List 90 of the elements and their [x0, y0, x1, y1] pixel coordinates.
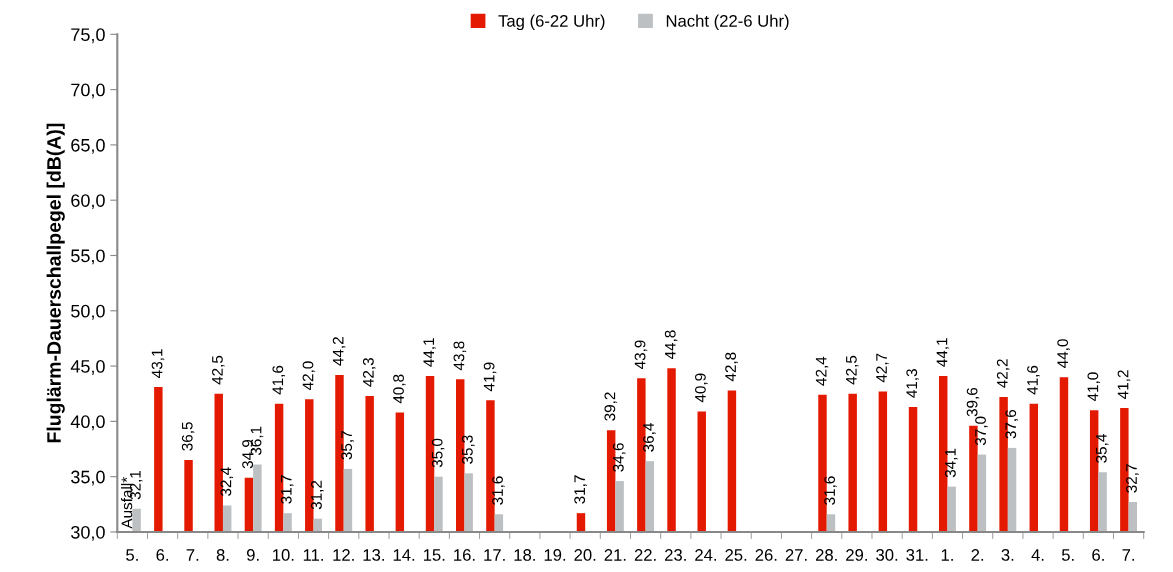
data-label: 42,5 [845, 355, 859, 385]
data-label: 42,7 [876, 353, 889, 383]
x-tick-label: 13. [363, 549, 384, 561]
data-label: 34,1 [944, 448, 958, 478]
x-tick-label: 29. [846, 549, 867, 561]
x-tick-label: 19. [544, 549, 566, 561]
data-label: 36,4 [643, 423, 656, 452]
y-axis-title: Fluglärm-Dauerschallpegel [dB(A)] [46, 123, 65, 443]
data-label: 44,8 [664, 330, 678, 360]
y-tick-label: 60,0 [71, 194, 105, 210]
data-label: 35,4 [1095, 434, 1109, 463]
y-tick-label: 65,0 [71, 138, 105, 154]
x-tick-label: 4. [1031, 549, 1044, 561]
y-tick-label: 40,0 [70, 415, 105, 431]
data-label: 42,4 [815, 356, 829, 386]
x-tick-label: 10. [273, 549, 294, 561]
data-label: 44,2 [332, 337, 346, 366]
data-label: 42,2 [996, 359, 1010, 388]
x-tick-label: 3. [1001, 549, 1014, 561]
data-label: 40,8 [393, 374, 406, 404]
data-label: 35,3 [461, 435, 475, 464]
x-tick-label: 17. [484, 549, 505, 561]
x-tick-label: 2. [971, 549, 984, 561]
data-label: 39,2 [604, 392, 618, 421]
data-label: 42,0 [302, 361, 316, 391]
x-tick-label: 14. [393, 549, 415, 561]
data-label: 34,6 [612, 443, 626, 472]
x-tick-label: 6. [156, 549, 169, 561]
data-label: 32,4 [220, 467, 234, 496]
x-tick-label: 9. [246, 549, 259, 561]
x-tick-label: 1. [941, 549, 953, 561]
data-label: 42,5 [212, 355, 225, 385]
data-label: 32,7 [1126, 464, 1139, 493]
data-label: 35,7 [341, 431, 354, 460]
x-tick-label: 16. [454, 549, 475, 561]
data-label: 43,1 [151, 349, 165, 378]
x-tick-label: 24. [695, 549, 717, 561]
data-label: 42,8 [725, 352, 738, 382]
data-label: 43,9 [634, 340, 648, 370]
data-label: 44,1 [423, 338, 436, 367]
x-tick-label: 7. [186, 549, 199, 561]
data-label: 36,5 [181, 422, 195, 451]
x-tick-label: 28. [815, 549, 837, 561]
x-tick-label: 30. [876, 549, 898, 561]
x-tick-label: 31. [906, 549, 928, 561]
data-label: 41,9 [483, 362, 497, 392]
y-tick-label: 70,0 [71, 83, 105, 99]
x-tick-label: 20. [574, 549, 596, 561]
data-label: 41,6 [272, 365, 286, 395]
x-tick-label: 5. [126, 549, 138, 561]
x-tick-label: 21. [604, 549, 626, 561]
legend-label: Tag (6-22 Uhr) [498, 14, 605, 31]
x-tick-label: 25. [725, 549, 747, 561]
x-tick-label: 26. [755, 549, 777, 561]
data-label: 31,7 [280, 475, 294, 504]
data-label: 44,1 [936, 338, 950, 367]
y-tick-label: 35,0 [71, 470, 105, 486]
data-label: 31,7 [574, 475, 587, 504]
x-tick-label: 23. [665, 549, 686, 561]
data-label: 41,6 [1027, 365, 1040, 395]
data-label: 43,8 [453, 341, 467, 371]
data-label: 31,6 [492, 476, 505, 505]
data-label: 31,2 [311, 480, 324, 510]
data-label: 31,6 [824, 476, 837, 505]
x-tick-label: 27. [785, 549, 807, 561]
data-label: 41,0 [1087, 372, 1101, 402]
data-label: 44,0 [1057, 339, 1070, 368]
y-tick-label: 30,0 [71, 525, 105, 541]
x-tick-label: 18. [514, 549, 535, 561]
y-tick-label: 75,0 [71, 28, 105, 44]
x-tick-label: 22. [634, 549, 656, 561]
data-label: 39,6 [966, 387, 980, 417]
y-tick-label: 55,0 [71, 249, 105, 265]
y-tick-label: 45,0 [70, 360, 105, 375]
x-tick-label: 8. [216, 549, 229, 561]
x-tick-label: 6. [1092, 549, 1104, 561]
x-tick-label: 12. [333, 549, 354, 561]
data-label: 37,0 [975, 416, 988, 446]
data-label: 35,0 [431, 438, 445, 468]
x-tick-label: 7. [1122, 549, 1135, 561]
data-label: 41,3 [906, 369, 919, 398]
data-label: 37,6 [1005, 410, 1018, 439]
data-label: 40,9 [695, 373, 708, 403]
legend-label: Nacht (22-6 Uhr) [666, 14, 789, 31]
data-label: 42,3 [362, 358, 376, 387]
y-tick-label: 50,0 [71, 304, 105, 320]
x-tick-label: 15. [423, 549, 445, 561]
x-tick-label: 5. [1061, 549, 1074, 561]
data-label: 41,2 [1117, 370, 1131, 399]
x-tick-label: 11. [303, 549, 323, 561]
